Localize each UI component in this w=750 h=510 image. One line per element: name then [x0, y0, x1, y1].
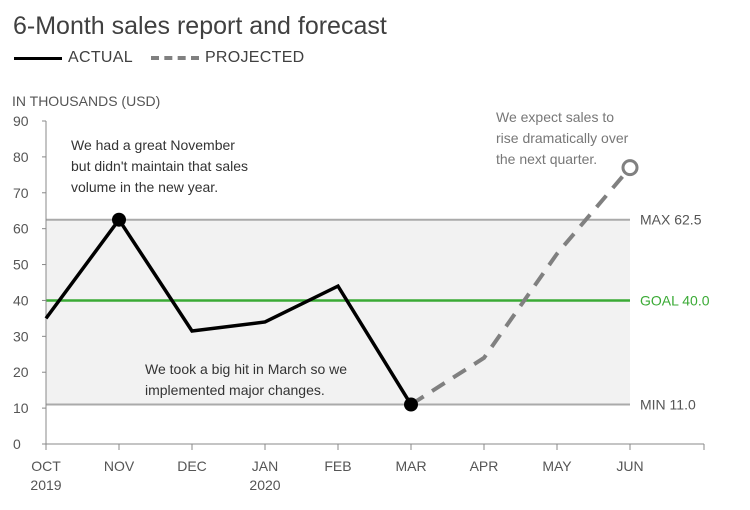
annotation-forecast: the next quarter. [496, 151, 597, 167]
y-tick-label: 0 [13, 436, 21, 452]
data-point-nov-peak [112, 212, 126, 227]
x-tick-label: JAN [252, 458, 278, 474]
x-tick-year-label: 2019 [30, 477, 61, 493]
reference-label-0: MAX 62.5 [640, 212, 702, 228]
legend-label-projected: PROJECTED [204, 49, 305, 66]
y-tick-label: 60 [13, 221, 29, 237]
legend-swatch-projected [150, 56, 199, 60]
x-tick-label: NOV [104, 458, 135, 474]
legend: ACTUAL PROJECTED [14, 49, 323, 67]
y-tick-label: 20 [13, 364, 29, 380]
series-line-actual [44, 216, 413, 406]
annotation-forecast: We expect sales to [496, 109, 614, 125]
annotation-november: volume in the new year. [71, 179, 218, 195]
y-tick-label: 80 [13, 149, 29, 165]
x-tick-label: JUN [616, 458, 643, 474]
x-tick-label: MAR [395, 458, 426, 474]
y-tick-label: 50 [13, 257, 29, 273]
annotation-forecast: rise dramatically over [496, 130, 629, 146]
annotation-march: We took a big hit in March so we [145, 361, 347, 377]
y-tick-label: 30 [13, 328, 29, 344]
y-tick-label: 10 [13, 400, 29, 416]
y-tick-label: 90 [13, 113, 29, 129]
y-tick-label: 70 [13, 185, 29, 201]
data-point-jun-projected [621, 159, 639, 177]
max-min-band [46, 219, 630, 405]
x-tick-label: OCT [31, 458, 61, 474]
legend-swatch-actual [14, 56, 62, 60]
reference-label-2: MIN 11.0 [640, 397, 696, 413]
chart-title: 6-Month sales report and forecast [13, 12, 387, 40]
x-tick-year-label: 2020 [249, 477, 280, 493]
annotation-november: We had a great November [71, 137, 235, 153]
x-tick-label: FEB [324, 458, 351, 474]
x-tick-label: DEC [177, 458, 207, 474]
annotation-november: but didn't maintain that sales [71, 158, 248, 174]
legend-label-actual: ACTUAL [68, 49, 133, 66]
y-axis-label: IN THOUSANDS (USD) [12, 93, 160, 109]
y-tick-label: 40 [13, 292, 29, 308]
annotation-march: implemented major changes. [145, 382, 325, 398]
series-line-projected [409, 166, 632, 407]
x-tick-label: APR [470, 458, 499, 474]
reference-label-1: GOAL 40.0 [640, 292, 710, 308]
data-point-mar-low [404, 397, 418, 412]
x-tick-label: MAY [542, 458, 572, 474]
